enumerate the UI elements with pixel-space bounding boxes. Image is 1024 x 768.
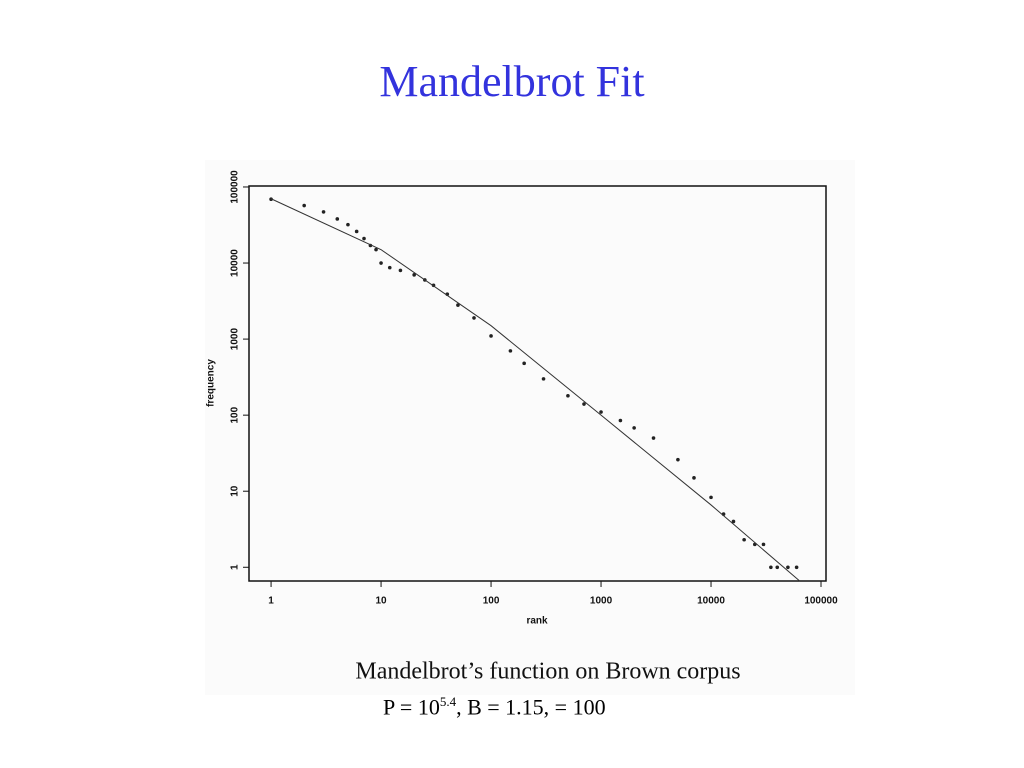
- point: [362, 236, 366, 241]
- point: [761, 542, 766, 547]
- formula-text: , B = 1.15, = 100: [456, 694, 606, 720]
- point: [472, 316, 476, 320]
- point: [412, 273, 416, 277]
- point: [676, 457, 680, 462]
- point: [354, 229, 359, 234]
- point: [742, 537, 746, 542]
- point: [775, 565, 780, 570]
- point: [489, 334, 493, 338]
- point: [387, 265, 392, 270]
- y-tick-label: 100: [230, 406, 241, 423]
- formula: P = 105.4, B = 1.15, = 100: [383, 694, 606, 720]
- point: [582, 402, 586, 406]
- point: [522, 361, 526, 366]
- point: [632, 426, 636, 430]
- point: [379, 261, 383, 265]
- y-tick-label: 100000: [230, 170, 241, 204]
- point: [374, 247, 378, 252]
- y-axis-label: frequency: [206, 359, 217, 407]
- point: [709, 495, 713, 500]
- point: [599, 410, 603, 414]
- point: [541, 377, 546, 381]
- fit-line: [270, 198, 801, 582]
- figure-background: [205, 160, 855, 695]
- y-tick-label: 10: [230, 485, 241, 497]
- point: [618, 418, 623, 423]
- x-tick-label: 10000: [697, 596, 725, 607]
- point: [346, 222, 350, 227]
- x-tick-label: 100000: [804, 596, 838, 607]
- point: [731, 519, 736, 524]
- y-tick-label: 10000: [230, 249, 241, 277]
- point: [692, 476, 696, 480]
- point: [456, 303, 460, 307]
- point: [566, 393, 570, 398]
- x-tick-label: 1000: [590, 596, 613, 607]
- plot-frame: [248, 185, 827, 582]
- point: [769, 565, 773, 570]
- point: [302, 203, 306, 208]
- y-tick-label: 1: [230, 564, 241, 570]
- y-tick-label: 1000: [230, 328, 241, 351]
- formula-text: P = 10: [383, 694, 440, 720]
- x-axis-label: rank: [526, 616, 548, 627]
- formula-exponent: 5.4: [439, 694, 457, 709]
- point: [398, 268, 403, 273]
- caption: Mandelbrot’s function on Brown corpus: [355, 659, 740, 685]
- slide-title: Mandelbrot Fit: [379, 57, 645, 106]
- x-tick-label: 100: [483, 596, 500, 607]
- point: [508, 349, 513, 353]
- point: [335, 217, 340, 221]
- x-tick-label: 10: [375, 596, 387, 607]
- point: [651, 436, 656, 440]
- point: [321, 210, 326, 214]
- point: [794, 565, 799, 570]
- point: [786, 565, 790, 570]
- x-tick-label: 1: [268, 596, 274, 607]
